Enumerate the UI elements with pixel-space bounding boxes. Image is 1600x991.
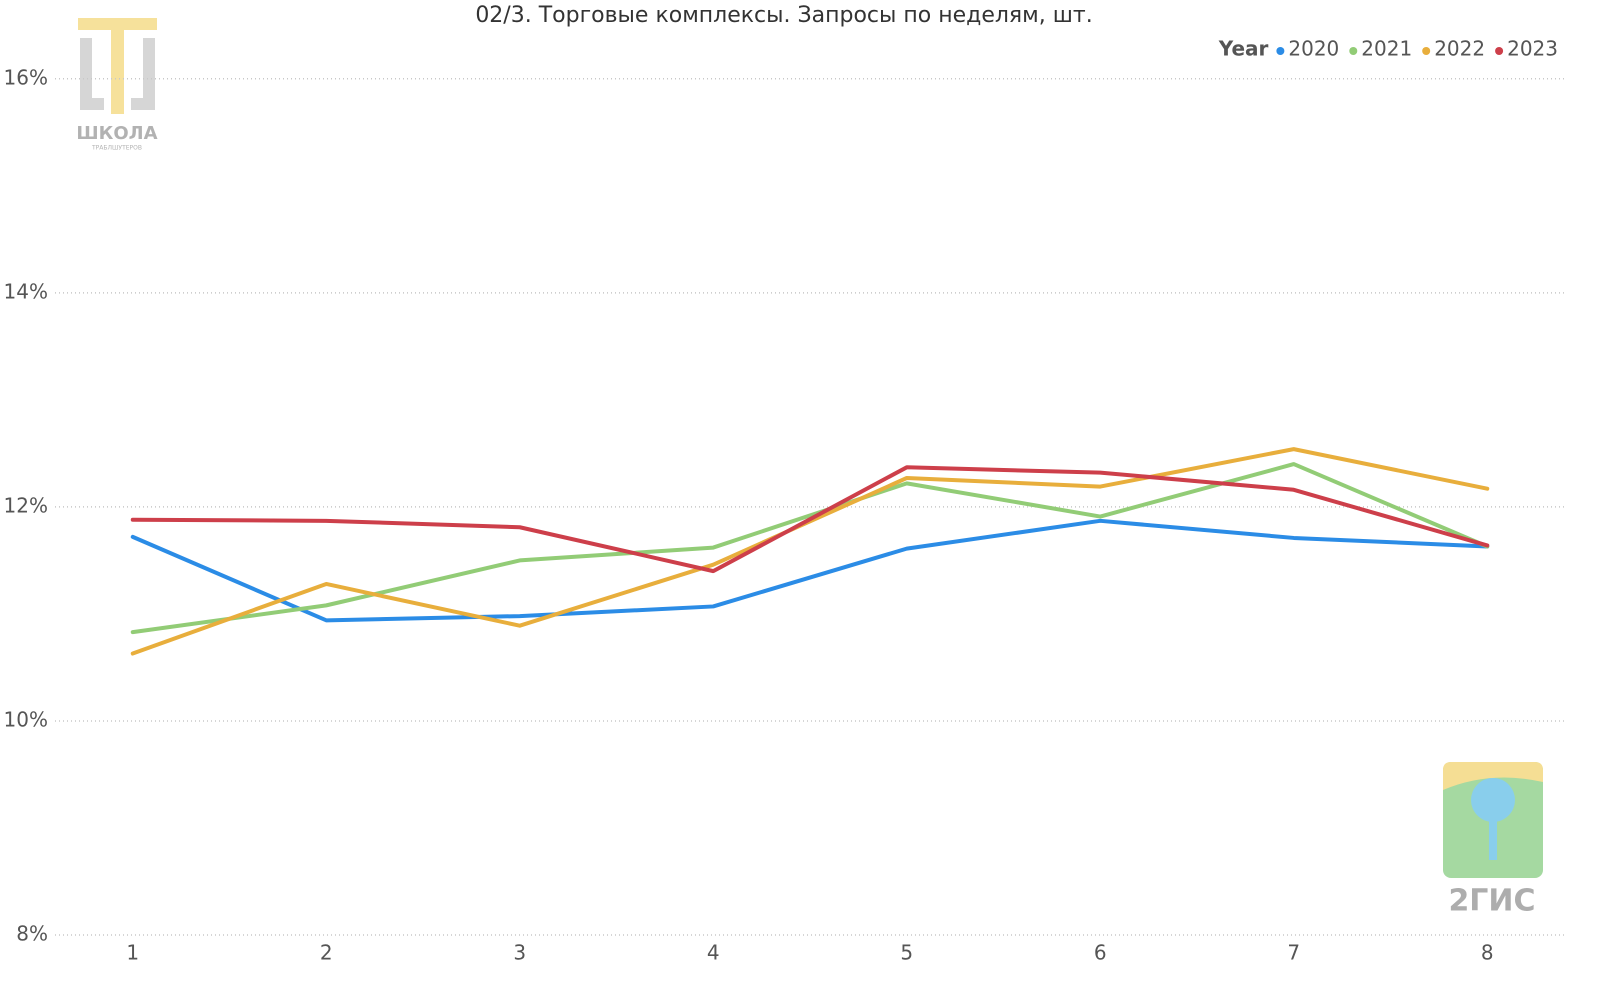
logo-text: ТРАБЛШУТЕРОВ [91, 145, 142, 152]
logo-shape [1489, 815, 1497, 860]
logo-text: 2ГИС [1448, 884, 1535, 919]
x-tick-label: 4 [707, 941, 720, 965]
x-tick-label: 7 [1287, 941, 1300, 965]
x-tick-label: 8 [1481, 941, 1494, 965]
gis-logo: 2ГИС [1443, 762, 1543, 919]
logo-text: ШКОЛА [76, 123, 157, 144]
x-tick-label: 5 [900, 941, 913, 965]
y-tick-label: 14% [4, 279, 48, 303]
logo-shape [80, 38, 155, 110]
line-series [130, 462, 1490, 635]
legend-label: 2020 [1288, 37, 1339, 61]
legend-label: 2022 [1434, 37, 1485, 61]
x-tick-label: 1 [126, 941, 139, 965]
legend-marker [1349, 47, 1358, 55]
x-tick-label: 2 [320, 941, 333, 965]
legend-title: Year [1218, 37, 1269, 61]
x-tick-label: 6 [1094, 941, 1107, 965]
line-series [130, 447, 1490, 656]
legend-label: 2023 [1507, 37, 1558, 61]
y-tick-label: 16% [4, 65, 48, 89]
y-tick-label: 8% [16, 922, 48, 946]
school-logo: ШКОЛА ТРАБЛШУТЕРОВ [76, 18, 158, 152]
x-tick-label: 3 [513, 941, 526, 965]
legend-marker [1276, 47, 1285, 55]
y-tick-label: 10% [4, 707, 48, 731]
line-series [130, 465, 1490, 574]
line-series [130, 518, 1490, 623]
legend-label: 2021 [1361, 37, 1412, 61]
y-tick-label: 12% [4, 493, 48, 517]
logo-shape [1443, 762, 1543, 790]
legend-marker [1422, 47, 1431, 55]
logo-shape [78, 18, 157, 30]
legend-marker [1495, 47, 1504, 55]
legend: Year 2020 2021 2022 2023 [1218, 37, 1558, 61]
logo-shape [111, 30, 124, 114]
chart-title: 02/3. Торговые комплексы. Запросы по нед… [475, 3, 1092, 28]
logo-shape [1471, 778, 1515, 822]
